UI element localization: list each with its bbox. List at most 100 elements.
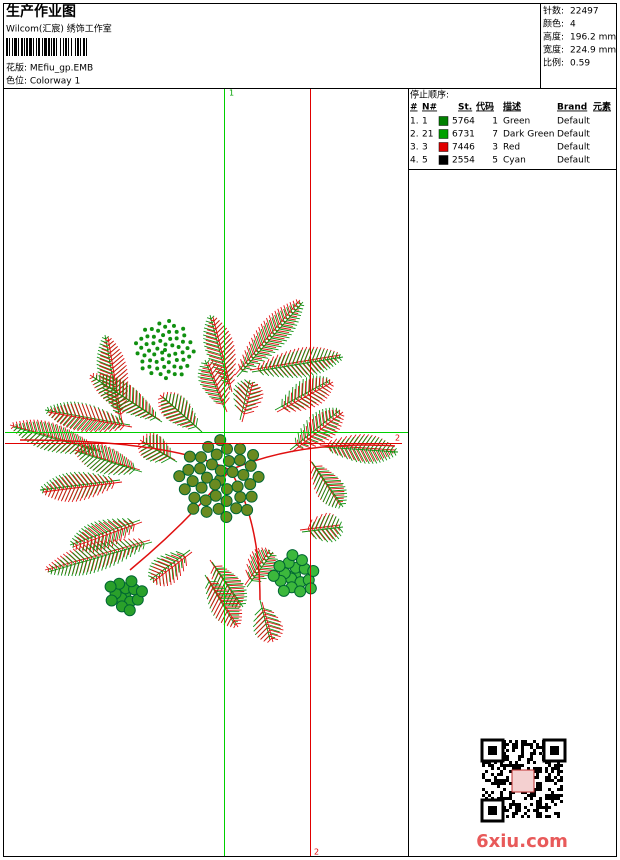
column-header: 代码 <box>475 101 494 113</box>
qr-cell <box>554 812 557 815</box>
qr-cell <box>554 776 557 779</box>
grape <box>183 450 196 463</box>
column-header: 描述 <box>503 101 521 113</box>
qr-cell <box>500 770 503 773</box>
qr-cell <box>512 764 515 767</box>
qr-cell <box>506 779 509 782</box>
qr-cell <box>527 794 530 797</box>
qr-cell <box>500 782 503 785</box>
flower-dot <box>140 359 145 364</box>
qr-cell <box>521 815 524 818</box>
qr-cell <box>512 812 515 815</box>
qr-cell <box>536 806 539 809</box>
stat-label: 针数: <box>543 5 564 17</box>
qr-cell <box>509 761 512 764</box>
qr-cell <box>539 782 542 785</box>
qr-cell <box>557 797 560 800</box>
qr-cell <box>512 803 515 806</box>
qr-cell <box>557 770 560 773</box>
qr-cell <box>539 788 542 791</box>
qr-cell <box>497 785 500 788</box>
qr-cell <box>488 794 491 797</box>
flower-dot <box>158 372 163 377</box>
column-header: Brand <box>557 103 587 113</box>
qr-cell <box>560 785 563 788</box>
qr-cell <box>521 743 524 746</box>
stat-label: 宽度: <box>543 44 564 56</box>
grape <box>231 480 244 493</box>
design-file: 花版: MEfiu_gp.EMB <box>6 62 93 74</box>
grape <box>178 483 191 496</box>
flower-dot <box>162 364 167 369</box>
flower-dot <box>157 321 162 326</box>
qr-cell <box>548 794 551 797</box>
bar <box>42 38 43 56</box>
qr-cell <box>509 797 512 800</box>
qr-cell <box>533 761 536 764</box>
flower-dot <box>160 350 165 355</box>
flower-dot <box>181 357 186 362</box>
qr-cell <box>560 794 563 797</box>
qr-cell <box>530 794 533 797</box>
qr-cell <box>494 779 497 782</box>
grape <box>123 604 136 617</box>
grape <box>135 585 148 598</box>
grape <box>205 458 218 471</box>
description: Dark Green <box>503 130 554 140</box>
qr-finder-core <box>488 746 497 755</box>
bar <box>6 38 8 56</box>
row-index: 3. <box>410 143 419 153</box>
qr-cell <box>494 776 497 779</box>
qr-cell <box>539 746 542 749</box>
qr-cell <box>515 740 518 743</box>
fern-leaf <box>92 374 163 423</box>
flower-dot <box>163 324 168 329</box>
qr-cell <box>509 794 512 797</box>
qr-cell <box>515 743 518 746</box>
bar <box>44 38 47 56</box>
stitches: 2554 <box>452 156 475 166</box>
outer-border <box>3 3 617 857</box>
qr-cell <box>560 800 563 803</box>
bar <box>18 38 19 56</box>
qr-cell <box>521 740 524 743</box>
qr-cell <box>518 758 521 761</box>
qr-cell <box>536 773 539 776</box>
flower-dot <box>161 333 166 338</box>
flower-dot <box>166 369 171 374</box>
qr-cell <box>551 770 554 773</box>
qr-cell <box>515 806 518 809</box>
grape <box>195 481 208 494</box>
grape <box>220 495 233 508</box>
qr-cell <box>530 752 533 755</box>
qr-cell <box>527 758 530 761</box>
flower-dot <box>179 372 184 377</box>
flower-dot <box>167 319 172 324</box>
code: 3 <box>492 143 498 153</box>
qr-cell <box>548 815 551 818</box>
qr-cell <box>503 767 506 770</box>
row-index: 4. <box>410 156 419 166</box>
qr-cell <box>509 806 512 809</box>
grape <box>105 594 118 607</box>
needle: 3 <box>422 143 428 153</box>
grape <box>245 490 258 503</box>
grape <box>234 491 247 504</box>
stat-label: 比例: <box>543 57 564 69</box>
qr-cell <box>545 767 548 770</box>
flower-dot <box>135 351 140 356</box>
qr-cell <box>560 764 563 767</box>
grape <box>244 478 257 491</box>
qr-cell <box>539 815 542 818</box>
brand: Default <box>557 130 590 140</box>
fern-leaf <box>251 348 344 379</box>
grape <box>200 471 213 484</box>
qr-cell <box>557 773 560 776</box>
grape <box>187 502 200 515</box>
qr-cell <box>500 791 503 794</box>
code: 5 <box>492 156 498 166</box>
bar <box>71 38 72 56</box>
flower-dot <box>172 372 177 377</box>
